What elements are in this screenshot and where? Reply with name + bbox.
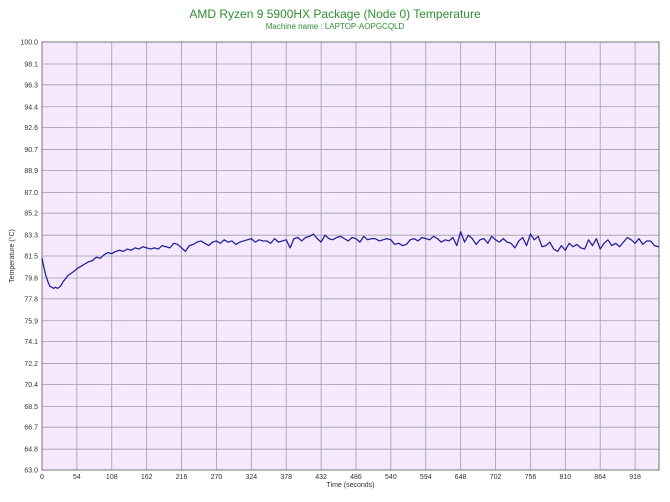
- y-tick-label: 77.8: [24, 296, 38, 303]
- y-tick-label: 100.0: [20, 40, 38, 47]
- x-tick-label: 810: [559, 474, 571, 481]
- temperature-series-line: [41, 231, 659, 290]
- x-tick-label: 54: [73, 474, 81, 481]
- y-tick-label: 96.3: [24, 82, 38, 89]
- grid-layer: [41, 41, 659, 471]
- x-tick-label: 540: [385, 474, 397, 481]
- y-axis-tick-labels: 100.0 98.1 96.3 94.4 92.6 90.7 88.9 87.0 85.2 83.…: [20, 40, 38, 475]
- y-tick-label: 92.6: [24, 125, 38, 132]
- x-tick-label: 432: [315, 474, 327, 481]
- x-tick-label: 378: [280, 474, 292, 481]
- x-tick-label: 216: [176, 474, 188, 481]
- y-tick-label: 88.9: [24, 168, 38, 175]
- x-axis-label: Time (seconds): [327, 482, 375, 489]
- x-tick-label: 270: [211, 474, 223, 481]
- y-tick-label: 83.3: [24, 233, 38, 240]
- y-tick-label: 90.7: [24, 147, 38, 154]
- x-tick-label: 918: [629, 474, 641, 481]
- x-tick-label: 864: [594, 474, 606, 481]
- y-tick-label: 94.4: [24, 104, 38, 111]
- series-layer: [41, 231, 659, 290]
- y-tick-label: 70.4: [24, 382, 38, 389]
- y-tick-label: 79.6: [24, 275, 38, 282]
- y-tick-label: 68.5: [24, 404, 38, 411]
- y-tick-label: 64.8: [24, 447, 38, 454]
- chart-title: AMD Ryzen 9 5900HX Package (Node 0) Temp…: [189, 7, 481, 21]
- y-axis-label: Temperature (°C): [8, 229, 16, 283]
- plot-border: [41, 41, 660, 471]
- x-tick-label: 162: [141, 474, 153, 481]
- x-axis-tick-labels: 0 54 108 162 216 270 324 378 432 486 540 594 648 702 7…: [40, 474, 641, 481]
- y-tick-label: 66.7: [24, 425, 38, 432]
- y-tick-label: 72.2: [24, 361, 38, 368]
- y-tick-label: 98.1: [24, 61, 38, 68]
- x-tick-label: 702: [490, 474, 502, 481]
- y-tick-label: 81.5: [24, 254, 38, 261]
- x-tick-label: 324: [245, 474, 257, 481]
- x-tick-label: 648: [455, 474, 467, 481]
- y-tick-label: 85.2: [24, 211, 38, 218]
- x-tick-label: 756: [525, 474, 537, 481]
- x-tick-label: 0: [40, 474, 44, 481]
- y-tick-label: 63.0: [24, 468, 38, 475]
- x-tick-label: 594: [420, 474, 432, 481]
- chart-subtitle: Machine name : LAPTOP-AOPGCQLD: [266, 22, 405, 31]
- y-tick-label: 75.9: [24, 318, 38, 325]
- x-tick-label: 108: [106, 474, 118, 481]
- y-tick-label: 87.0: [24, 190, 38, 197]
- y-tick-label: 74.1: [24, 339, 38, 346]
- x-tick-label: 486: [350, 474, 362, 481]
